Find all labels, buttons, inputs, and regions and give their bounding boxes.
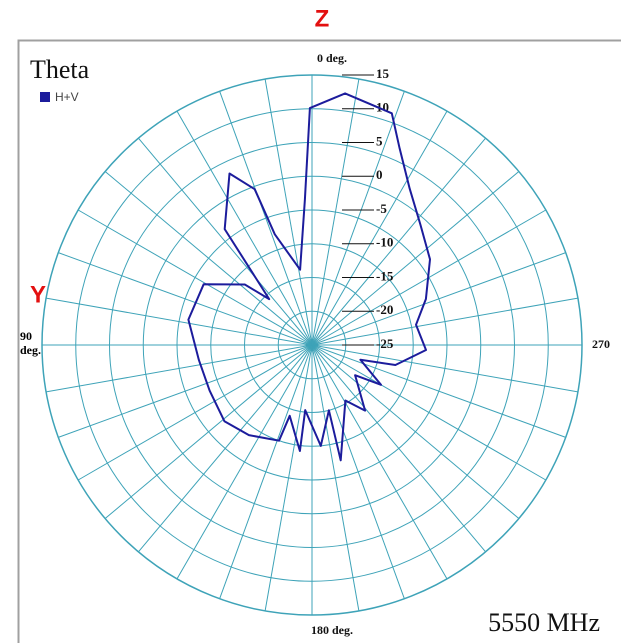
r-tick-label: -20 (376, 302, 393, 317)
axis-annotation: Z (315, 5, 330, 32)
radial-grid-ring (210, 243, 414, 447)
chart-title: Theta (30, 55, 90, 84)
legend-swatch (40, 92, 50, 102)
angle-label: 270 (592, 337, 610, 351)
r-tick-label: 0 (376, 167, 383, 182)
legend-label: H+V (55, 90, 79, 104)
pattern-line (187, 92, 431, 462)
r-tick-label: 15 (376, 66, 390, 81)
angle-label: 180 deg. (311, 623, 353, 637)
r-tick-label: 5 (376, 133, 383, 148)
radial-grid-ring (75, 108, 549, 582)
radial-grid-ring (176, 209, 448, 481)
r-tick-label: -5 (376, 201, 387, 216)
angle-label: 90 deg. (20, 329, 41, 357)
r-tick-label: -10 (376, 235, 393, 250)
radial-grid-ring (109, 142, 515, 548)
angle-label: 0 deg. (317, 51, 347, 65)
radial-grid-ring (244, 277, 380, 413)
r-tick-label: -25 (376, 336, 394, 351)
frequency-label: 5550 MHz (488, 608, 600, 637)
axis-annotation: Y (30, 281, 46, 308)
radial-grid-ring (142, 175, 482, 515)
marks (187, 92, 431, 462)
radial-grid-ring (41, 74, 583, 616)
r-tick-label: -15 (376, 268, 394, 283)
